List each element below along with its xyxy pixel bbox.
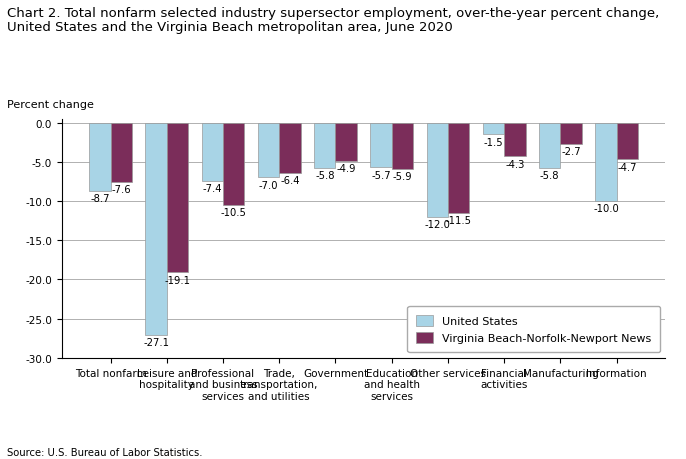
Text: -7.0: -7.0 [259,180,279,190]
Legend: United States, Virginia Beach-Norfolk-Newport News: United States, Virginia Beach-Norfolk-Ne… [407,306,660,353]
Text: -5.8: -5.8 [540,171,560,181]
Bar [539,123,560,168]
Bar [595,123,617,202]
Text: Source: U.S. Bureau of Labor Statistics.: Source: U.S. Bureau of Labor Statistics. [7,447,202,457]
Text: -5.7: -5.7 [371,170,391,180]
Bar [279,123,300,174]
Text: -4.3: -4.3 [505,159,525,169]
Text: -10.5: -10.5 [221,208,247,218]
Bar [202,123,223,181]
Text: -1.5: -1.5 [484,137,504,147]
Bar [392,123,413,169]
Bar [223,123,244,206]
Text: -10.0: -10.0 [593,204,619,214]
Bar [448,123,469,213]
Text: -5.9: -5.9 [392,172,412,182]
Bar [504,123,525,157]
Text: -12.0: -12.0 [425,219,450,230]
Bar [258,123,279,178]
Bar [370,123,392,168]
Bar [110,123,132,183]
Text: -27.1: -27.1 [143,338,169,347]
Text: -7.6: -7.6 [111,185,131,195]
Text: -8.7: -8.7 [90,194,110,204]
Text: Percent change: Percent change [8,100,94,110]
Text: -6.4: -6.4 [280,176,300,185]
Text: -5.8: -5.8 [315,171,335,181]
Text: -11.5: -11.5 [446,216,471,225]
Bar [427,123,448,217]
Bar [483,123,504,135]
Text: -4.9: -4.9 [336,164,356,174]
Bar [145,123,167,336]
Text: -19.1: -19.1 [165,275,191,285]
Text: -2.7: -2.7 [561,147,581,157]
Bar [314,123,335,168]
Bar [560,123,582,145]
Text: Chart 2. Total nonfarm selected industry supersector employment, over-the-year p: Chart 2. Total nonfarm selected industry… [7,7,659,20]
Text: -7.4: -7.4 [202,184,222,194]
Bar [617,123,638,160]
Bar [89,123,110,191]
Text: -4.7: -4.7 [617,162,637,173]
Bar [167,123,188,273]
Text: United States and the Virginia Beach metropolitan area, June 2020: United States and the Virginia Beach met… [7,21,453,34]
Bar [335,123,357,162]
